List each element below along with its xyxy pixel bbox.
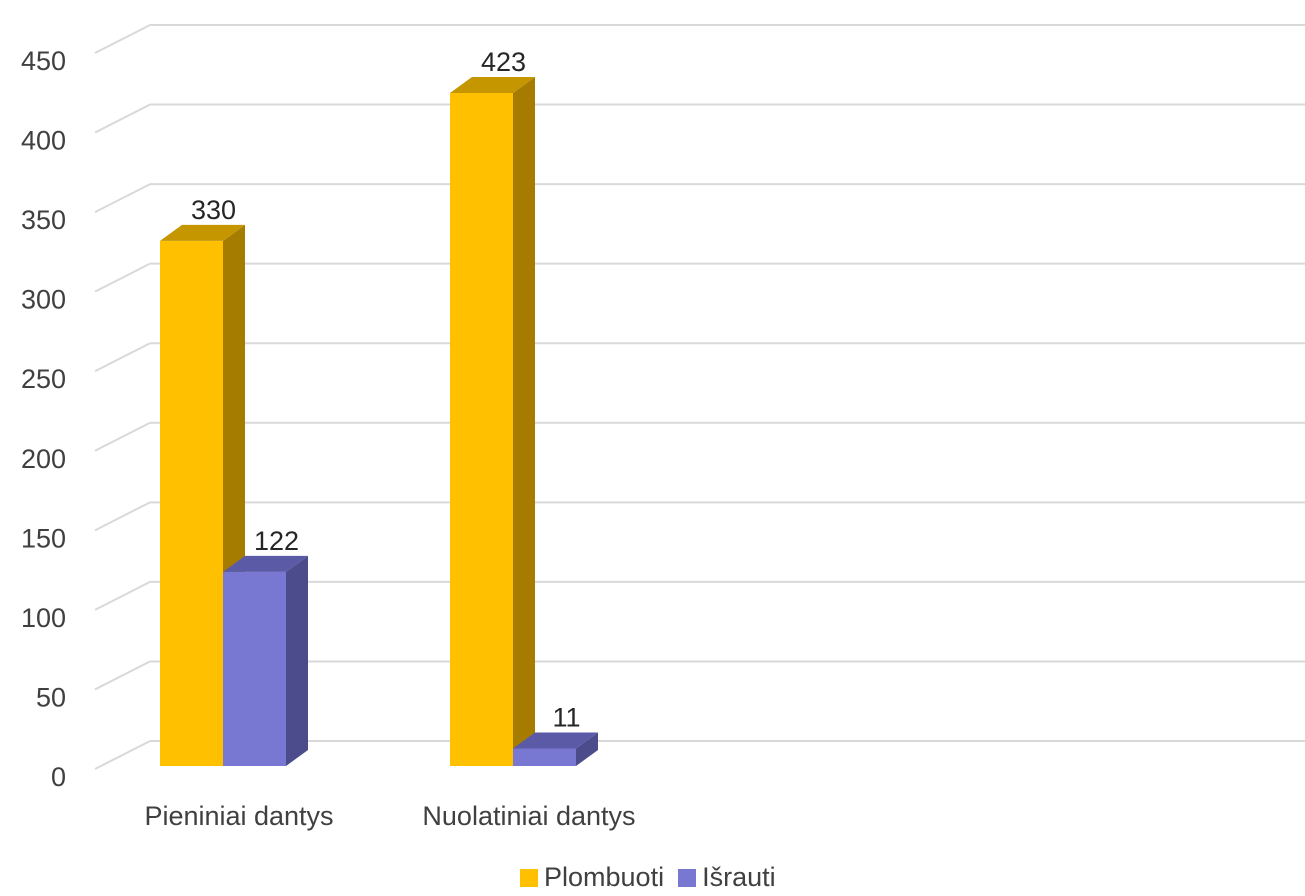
data-labels: 330 122 423 11 (191, 47, 581, 733)
bar-israuti-nuolatiniai-dantys-side (576, 732, 598, 766)
y-tick-label: 50 (36, 682, 66, 712)
x-axis-ticks: Pieniniai dantys Nuolatiniai dantys (144, 801, 635, 831)
y-tick-label: 250 (21, 364, 66, 394)
y-tick-label: 450 (21, 46, 66, 76)
gridline-diagonal (94, 580, 151, 611)
gridline-diagonal (94, 501, 151, 532)
y-tick-label: 100 (21, 603, 66, 633)
y-tick-label: 0 (51, 762, 66, 792)
data-label-plombuoti-pieniniai-dantys: 330 (191, 195, 236, 225)
gridline-diagonal (94, 342, 151, 373)
legend-item-israuti: Išrauti (678, 862, 776, 893)
legend-swatch-plombuoti (520, 868, 538, 887)
bar-plombuoti-pieniniai-dantys-top (160, 224, 245, 241)
bar-israuti-nuolatiniai-dantys-front (513, 748, 576, 766)
y-tick-label: 350 (21, 205, 66, 235)
data-label-israuti-pieniniai-dantys: 122 (254, 526, 299, 556)
y-axis-ticks: 0 50 100 150 200 250 300 350 400 450 (21, 46, 66, 792)
gridline-diagonal (94, 660, 151, 691)
y-tick-label: 150 (21, 523, 66, 553)
y-tick-label: 200 (21, 444, 66, 474)
gridline-diagonal (94, 740, 151, 770)
x-tick-label: Pieniniai dantys (144, 801, 333, 831)
bar-plombuoti-nuolatiniai-dantys-front (450, 92, 513, 766)
bar-plombuoti-nuolatiniai-dantys-top (450, 76, 535, 93)
gridline-diagonal (94, 183, 151, 214)
x-tick-label: Nuolatiniai dantys (422, 801, 635, 831)
gridline-diagonal (94, 262, 151, 293)
bar-plombuoti-nuolatiniai-dantys-side (513, 76, 535, 766)
bar-israuti-pieniniai-dantys-top (223, 555, 308, 572)
bar-israuti-pieniniai-dantys-side (286, 555, 308, 766)
data-label-plombuoti-nuolatiniai-dantys: 423 (481, 47, 526, 77)
legend-label-plombuoti: Plombuoti (544, 862, 665, 892)
legend-label-israuti: Išrauti (702, 862, 776, 892)
gridline-diagonal (94, 24, 151, 54)
legend-swatch-israuti (678, 868, 697, 887)
legend: Plombuoti Išrauti (520, 862, 776, 893)
bar-israuti-pieniniai-dantys-front (223, 571, 286, 766)
bars (160, 76, 598, 766)
gridline-diagonal (94, 103, 151, 134)
gridlines (94, 24, 1305, 770)
bar-israuti-nuolatiniai-dantys-top (513, 732, 598, 749)
y-tick-label: 400 (21, 126, 66, 156)
y-tick-label: 300 (21, 285, 66, 315)
legend-item-plombuoti: Plombuoti (520, 862, 664, 893)
bar-plombuoti-pieniniai-dantys-front (160, 240, 223, 766)
data-label-israuti-nuolatiniai-dantys: 11 (552, 702, 580, 732)
gridline-diagonal (94, 421, 151, 452)
